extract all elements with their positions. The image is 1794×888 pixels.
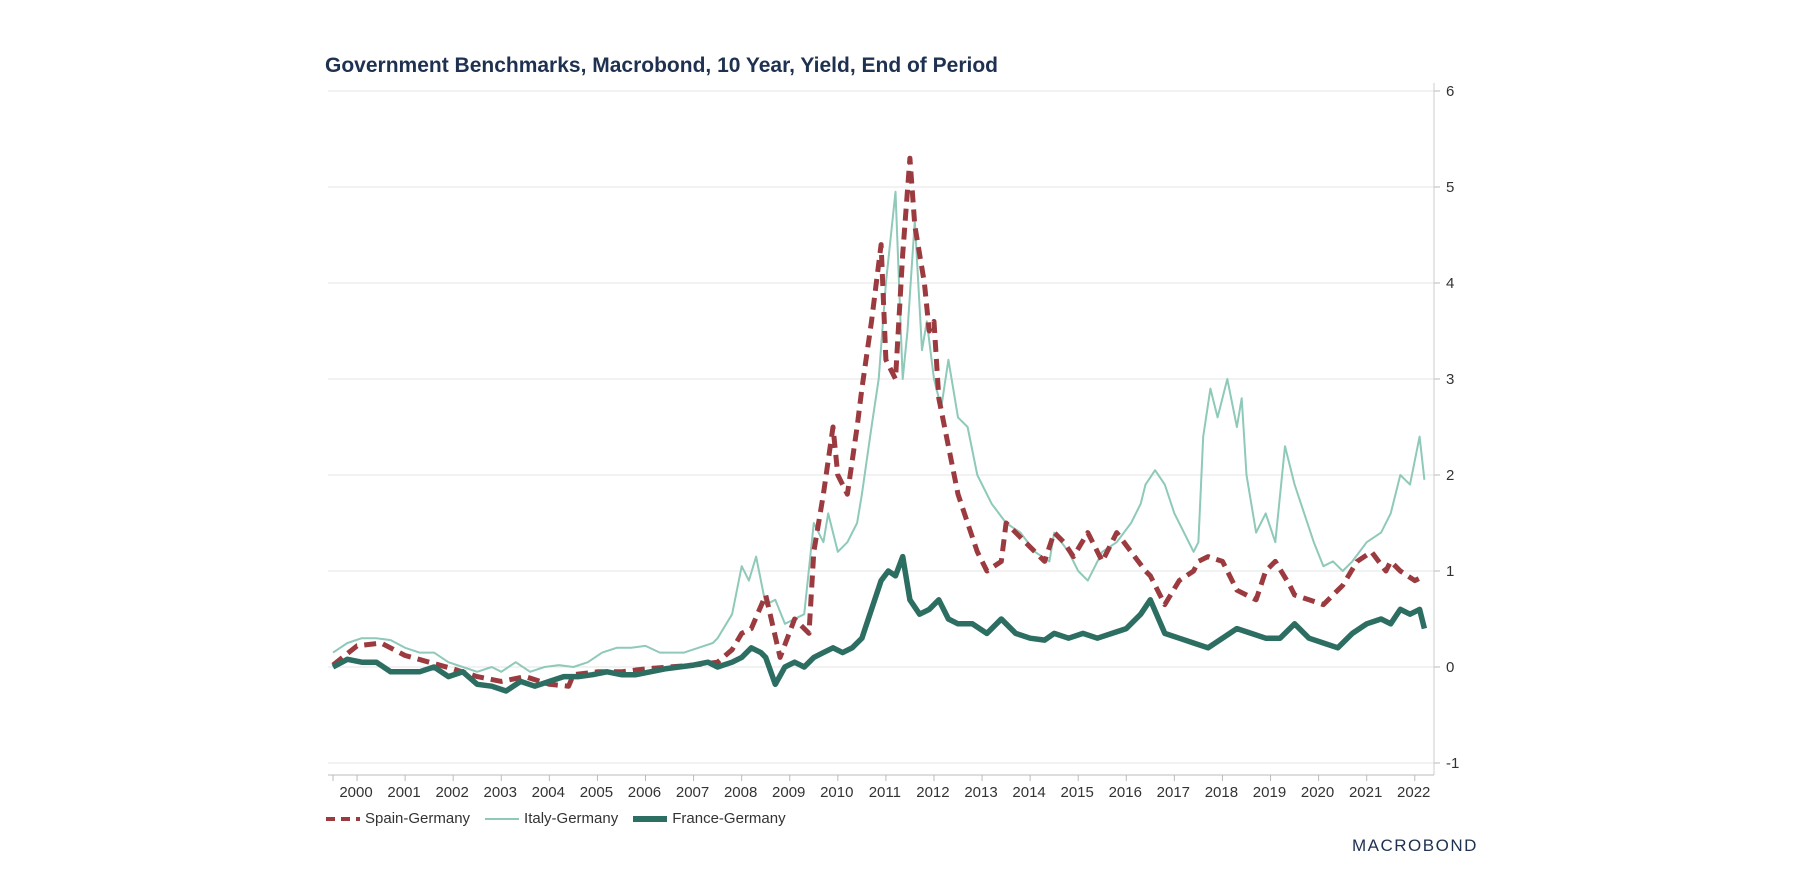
x-tick-label: 2016 <box>1109 784 1142 801</box>
legend-swatch-spain-germany <box>326 816 360 821</box>
x-tick-label: 2011 <box>869 784 901 801</box>
legend-label: Italy-Germany <box>524 810 619 827</box>
gridlines <box>328 90 1434 764</box>
legend-swatch-france-germany <box>633 815 668 822</box>
chart-legend: Spain-Germany Italy-Germany France-Germa… <box>325 810 800 827</box>
x-tick-label: 2006 <box>628 784 661 801</box>
legend-label: Spain-Germany <box>365 810 471 827</box>
legend-swatch-italy-germany <box>485 817 520 820</box>
y-tick-label: 4 <box>1446 275 1454 292</box>
y-tick-label: 5 <box>1446 179 1454 196</box>
y-tick-label: -1 <box>1446 755 1459 772</box>
x-tick-label: 2005 <box>580 784 613 801</box>
x-tick-label: 2008 <box>724 784 757 801</box>
x-tick-label: 2003 <box>484 784 517 801</box>
macrobond-logo: MACROBOND <box>1352 836 1478 855</box>
x-tick-label: 2022 <box>1397 784 1430 801</box>
y-tick-label: 3 <box>1446 371 1454 388</box>
x-tick-label: 2007 <box>676 784 709 801</box>
x-tick-label: 2014 <box>1012 784 1045 801</box>
x-tick-label: 2017 <box>1157 784 1190 801</box>
series-lines <box>331 155 1428 694</box>
x-tick-label: 2000 <box>339 784 372 801</box>
legend-item-spain-germany: Spain-Germany <box>325 810 470 827</box>
series-line-spain-germany <box>331 155 1426 689</box>
chart-title: Government Benchmarks, Macrobond, 10 Yea… <box>325 54 998 77</box>
x-tick-label: 2012 <box>916 784 949 801</box>
y-tick-label: 1 <box>1446 563 1454 580</box>
legend-item-france-germany: France-Germany <box>632 810 786 827</box>
x-tick-label: 2001 <box>387 784 420 801</box>
x-tick-label: 2021 <box>1349 784 1382 801</box>
x-tick-label: 2010 <box>820 784 853 801</box>
legend-label: France-Germany <box>672 810 786 827</box>
series-line-italy-germany <box>332 190 1426 673</box>
series-line-france-germany <box>331 553 1428 694</box>
x-tick-label: 2013 <box>964 784 997 801</box>
x-tick-label: 2009 <box>772 784 805 801</box>
x-tick-label: 2020 <box>1301 784 1334 801</box>
legend-item-italy-germany: Italy-Germany <box>484 810 618 827</box>
x-tick-label: 2002 <box>435 784 468 801</box>
y-tick-label: 0 <box>1446 659 1454 676</box>
y-tick-label: 6 <box>1446 83 1454 100</box>
axes: -1 0 1 2 3 4 5 6 2000 2001 2002 2003 2004 2005 2006 200… <box>328 83 1459 801</box>
x-tick-label: 2004 <box>532 784 565 801</box>
x-tick-label: 2019 <box>1253 784 1286 801</box>
x-tick-label: 2015 <box>1060 784 1093 801</box>
x-tick-label: 2018 <box>1205 784 1238 801</box>
y-tick-label: 2 <box>1446 467 1454 484</box>
